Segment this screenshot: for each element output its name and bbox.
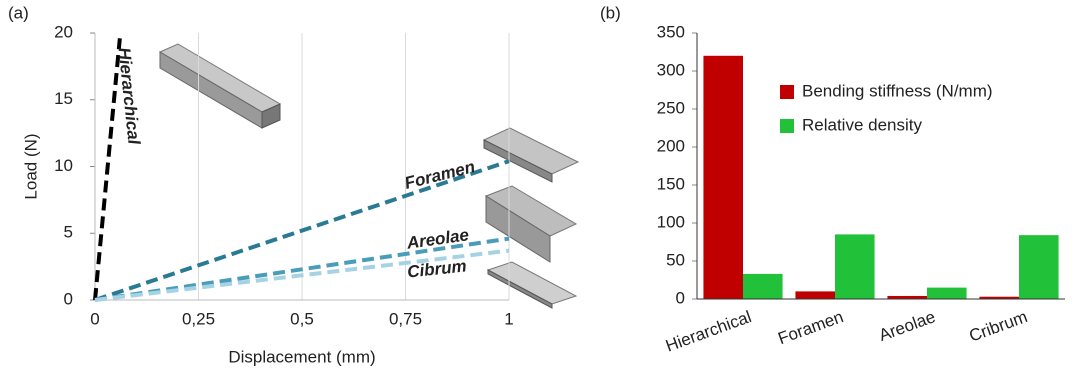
x-axis-title: Displacement (mm) [228,347,375,366]
y-tick-label: 0 [64,289,73,308]
series-label: Foramen [403,157,477,193]
y-tick-label: 10 [54,156,73,175]
y-tick-label: 300 [657,60,685,79]
x-tick-label: 0,5 [290,309,314,328]
bar [1019,235,1059,299]
y-axis-title: Load (N) [21,133,40,199]
x-tick-label: Hierarchical [663,307,754,356]
foramen-illustration [484,128,578,182]
x-tick-label: 0,75 [389,309,422,328]
y-tick-label: 0 [676,288,685,307]
legend-swatch [780,85,794,99]
panel-label: (a) [8,3,29,22]
bar [835,234,875,299]
y-tick-label: 15 [54,89,73,108]
y-tick-label: 150 [657,174,685,193]
x-tick-label: Areolae [876,307,938,345]
cibrum-illustration [488,262,576,308]
y-tick-label: 200 [657,136,685,155]
series-label: Hierarchical [114,46,143,146]
x-tick-label: 1 [504,309,513,328]
bar [743,274,783,299]
y-tick-label: 50 [666,250,685,269]
y-tick-label: 350 [657,22,685,41]
series-label: Cibrum [406,256,467,281]
x-tick-label: 0 [90,309,99,328]
y-tick-label: 250 [657,98,685,117]
bar [927,288,967,299]
y-tick-label: 100 [657,212,685,231]
x-tick-label: Foramen [775,307,845,348]
legend-label: Bending stiffness (N/mm) [802,81,993,100]
series-line [95,38,120,300]
hierarchical-illustration [160,44,280,128]
bar [795,291,835,299]
legend-label: Relative density [802,115,923,134]
bar [703,56,743,299]
y-tick-label: 5 [64,223,73,242]
legend-swatch [780,119,794,133]
x-tick-label: Cribrum [967,307,1030,346]
y-tick-label: 20 [54,22,73,41]
x-tick-label: 0,25 [182,309,215,328]
figure: (a)0510152000,250,50,751Displacement (mm… [0,0,1074,383]
panel-label: (b) [600,3,621,22]
